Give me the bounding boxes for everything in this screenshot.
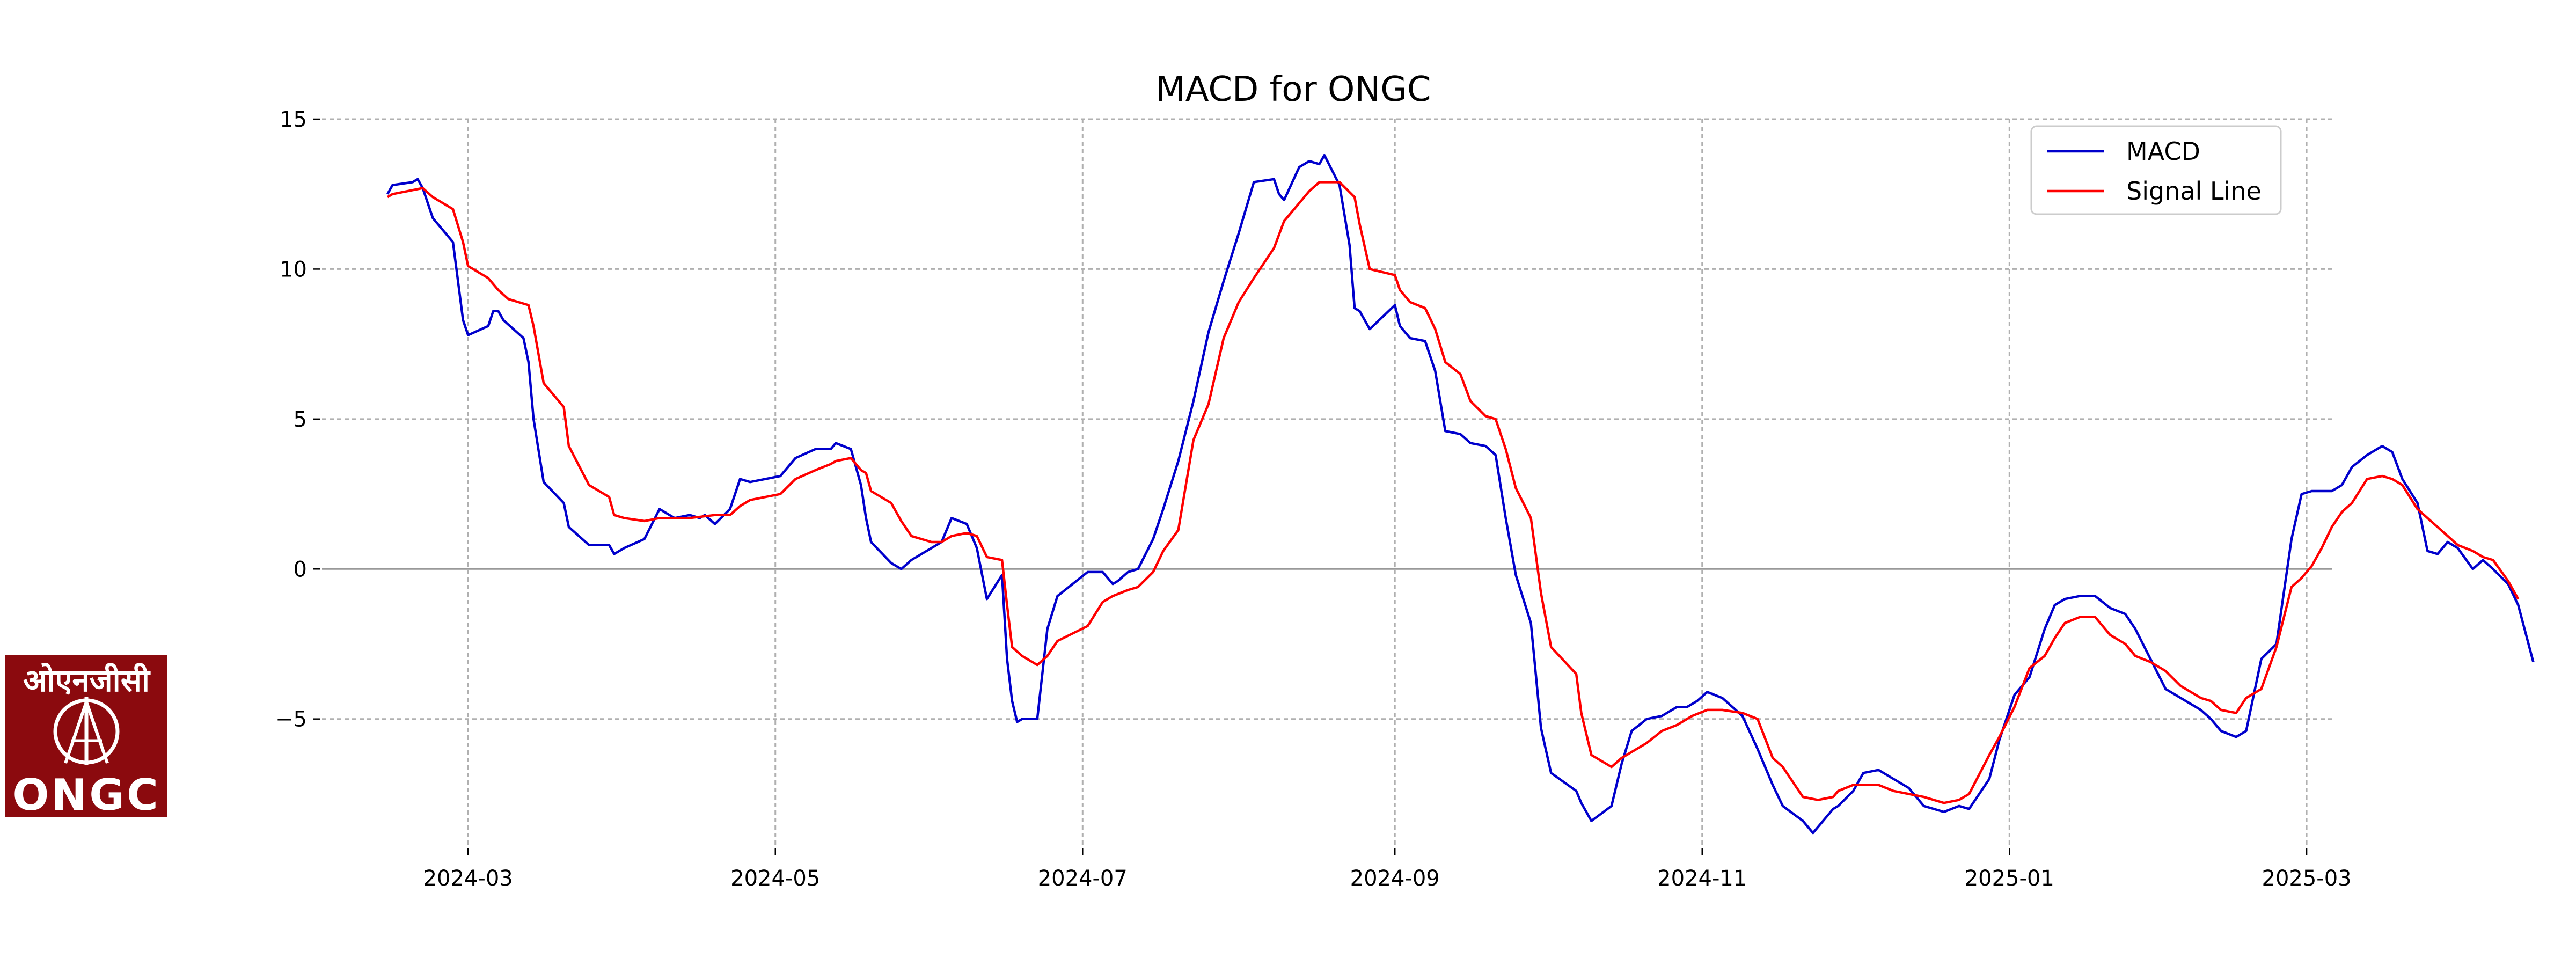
- axes: 2024-03 2024-05 2024-07 2024-09 2024-11 2025-…: [275, 107, 2352, 891]
- x-tick-label: 2024-11: [1657, 866, 1747, 891]
- logo-wordmark: ONGC: [12, 770, 160, 817]
- y-tick-label: 5: [294, 407, 307, 432]
- x-tick-label: 2024-09: [1350, 866, 1440, 891]
- x-tick-label: 2025-01: [1965, 866, 2054, 891]
- legend-label-signal-line: Signal Line: [2126, 177, 2262, 206]
- x-tick-label: 2024-07: [1038, 866, 1128, 891]
- logo-hindi-text: ओएनजीसी: [23, 662, 150, 699]
- ongc-logo: ओएनजीसी ONGC: [5, 655, 167, 817]
- grid-lines: [322, 118, 2332, 848]
- series-line-signal-line: [386, 181, 2520, 804]
- y-tick-label: 10: [280, 257, 307, 282]
- x-tick-label: 2025-03: [2262, 866, 2352, 891]
- logo-emblem-icon: [53, 697, 120, 765]
- series-line-macd: [386, 153, 2535, 835]
- y-tick-label: 0: [294, 557, 307, 582]
- y-tick-label: −5: [275, 707, 307, 732]
- y-tick-label: 15: [280, 107, 307, 132]
- legend-label-macd: MACD: [2126, 137, 2200, 166]
- chart-title: MACD for ONGC: [1155, 70, 1431, 109]
- chart-legend: MACD Signal Line: [2030, 125, 2282, 215]
- x-tick-label: 2024-03: [423, 866, 513, 891]
- x-tick-label: 2024-05: [730, 866, 820, 891]
- series-lines: [386, 153, 2535, 835]
